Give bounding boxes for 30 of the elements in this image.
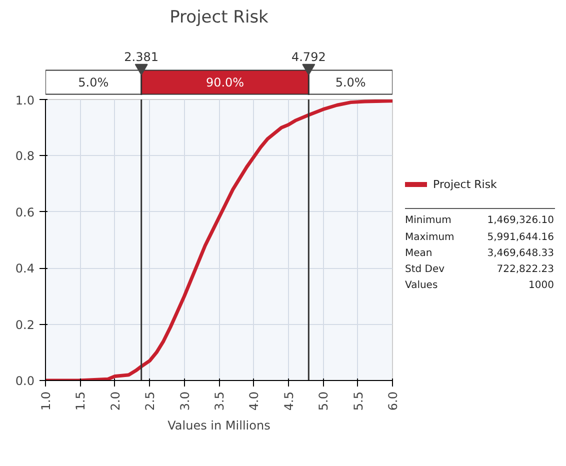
ref-line-label: 4.792 (291, 50, 326, 64)
text: 5.0% (78, 75, 109, 90)
text: 5.0% (335, 75, 366, 90)
chart-title: Project Risk (170, 8, 269, 28)
x-tick-label: 5.5 (351, 391, 366, 411)
y-tick-label: 0.6 (15, 205, 35, 220)
x-tick-label: 6.0 (386, 391, 400, 411)
x-tick-label: 1.0 (39, 391, 53, 411)
x-axis-title: Values in Millions (168, 418, 270, 433)
ref-line-label: 2.381 (124, 50, 159, 64)
text: Mean 3,469,648.33 (405, 248, 554, 259)
text: Std Dev 722,822.23 (405, 264, 554, 276)
y-tick-label: 0.8 (15, 149, 35, 164)
x-tick-label: 2.0 (108, 391, 122, 411)
text: 90.0% (206, 75, 244, 90)
y-tick-label: 1.0 (15, 94, 35, 108)
x-tick-label: 2.5 (143, 391, 158, 411)
y-tick-label: 0.2 (15, 318, 35, 332)
x-tick-label: 5.0 (316, 391, 331, 411)
x-tick-label: 3.0 (178, 391, 192, 411)
y-tick-label: 0.0 (15, 374, 35, 388)
text: Maximum 5,991,644.16 (405, 232, 554, 243)
x-tick-label: 3.5 (212, 391, 226, 411)
text: Values 1000 (405, 280, 554, 292)
text: Minimum 1,469,326.10 (405, 215, 554, 226)
legend-label: Project Risk (432, 176, 497, 192)
x-tick-label: 1.5 (74, 391, 88, 411)
y-tick-label: 0.4 (15, 262, 35, 276)
x-tick-label: 4.5 (282, 391, 296, 411)
x-tick-label: 4.0 (247, 391, 262, 411)
